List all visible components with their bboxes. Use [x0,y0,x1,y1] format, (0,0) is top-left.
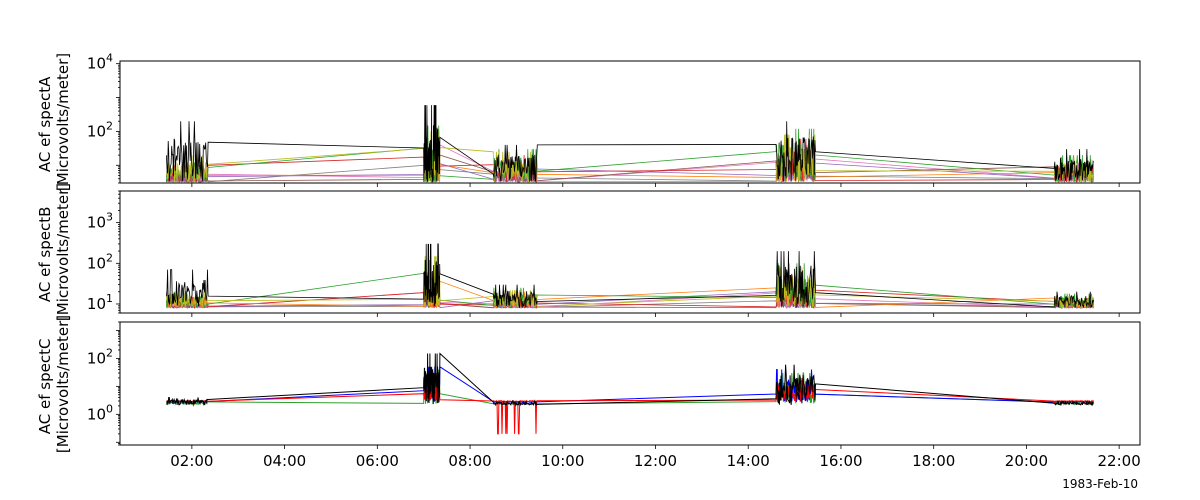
spectB-ytick-exp: 2 [106,251,113,264]
spectB-ytick-label-0: 101 [87,292,113,313]
spectB-ylabel: AC ef spectB [Microvolts/meter] [36,183,72,321]
date-label: 1983-Feb-10 [1062,477,1138,491]
spectA-ytick-base: 10 [87,55,106,73]
spectA-axes-frame [119,60,1141,184]
xtick-label-9: 20:00 [1005,452,1048,470]
spectB-ytick-label-2: 103 [87,211,113,232]
spectA-ytick-base: 10 [87,122,106,140]
xtick-label-3: 08:00 [448,452,491,470]
spectA-ytick-label-1: 104 [87,52,113,73]
xtick-label-6: 14:00 [727,452,770,470]
spectC-ylabel-line2: [Microvolts/meter] [54,315,72,453]
spectC-traces [165,352,1095,435]
spectA-ytick-label-0: 102 [87,119,113,140]
spectC-ytick-base: 10 [87,349,106,367]
spectA-ylabel: AC ef spectA [Microvolts/meter] [36,53,72,191]
xtick-label-7: 16:00 [819,452,862,470]
xtick-label-5: 12:00 [634,452,677,470]
xtick-label-2: 06:00 [356,452,399,470]
spectC-ytick-exp: 0 [106,402,113,415]
spectC-axes-frame [119,321,1141,446]
spectA-series-8 [166,105,1094,183]
spectB-x-ticks [191,313,1120,317]
xtick-label-1: 04:00 [263,452,306,470]
spectB-ylabel-line2: [Microvolts/meter] [54,183,72,321]
spectB-ytick-base: 10 [87,254,106,272]
x-tick-labels: 02:00 04:00 06:00 08:00 10:00 12:00 14:00 16:00… [170,452,1141,470]
spectA-traces [166,105,1094,184]
spectB-axes-frame [119,190,1141,314]
spectA-x-ticks [191,183,1120,187]
spectC-ylabel: AC ef spectC [Microvolts/meter] [36,315,72,453]
spectC-ytick-base: 10 [87,405,106,423]
spectB-ylabel-line1: AC ef spectB [36,207,54,303]
spectA-ylabel-line2: [Microvolts/meter] [54,53,72,191]
spectC-ytick-exp: 2 [106,346,113,359]
spectB-ytick-exp: 1 [106,292,113,305]
xtick-label-8: 18:00 [912,452,955,470]
spectB-series-7 [166,256,1094,309]
spectB-ytick-exp: 3 [106,211,113,224]
spectC-ylabel-line1: AC ef spectC [36,339,54,435]
xtick-label-10: 22:00 [1098,452,1141,470]
spectB-traces [166,243,1094,310]
xtick-label-4: 10:00 [541,452,584,470]
spectB-ytick-label-1: 102 [87,251,113,272]
spectA-ytick-exp: 2 [106,119,113,132]
spectC-x-ticks [191,445,1120,449]
spectA-ytick-exp: 4 [106,52,113,65]
spectC-ytick-label-0: 100 [87,402,113,423]
spectB-series-8 [166,243,1094,308]
spectC-series-3 [166,352,1094,407]
spectC-ytick-label-1: 102 [87,346,113,367]
xtick-label-0: 02:00 [170,452,213,470]
spectB-ytick-base: 10 [87,295,106,313]
spectB-ytick-base: 10 [87,214,106,232]
spectA-ylabel-line1: AC ef spectA [36,76,54,172]
